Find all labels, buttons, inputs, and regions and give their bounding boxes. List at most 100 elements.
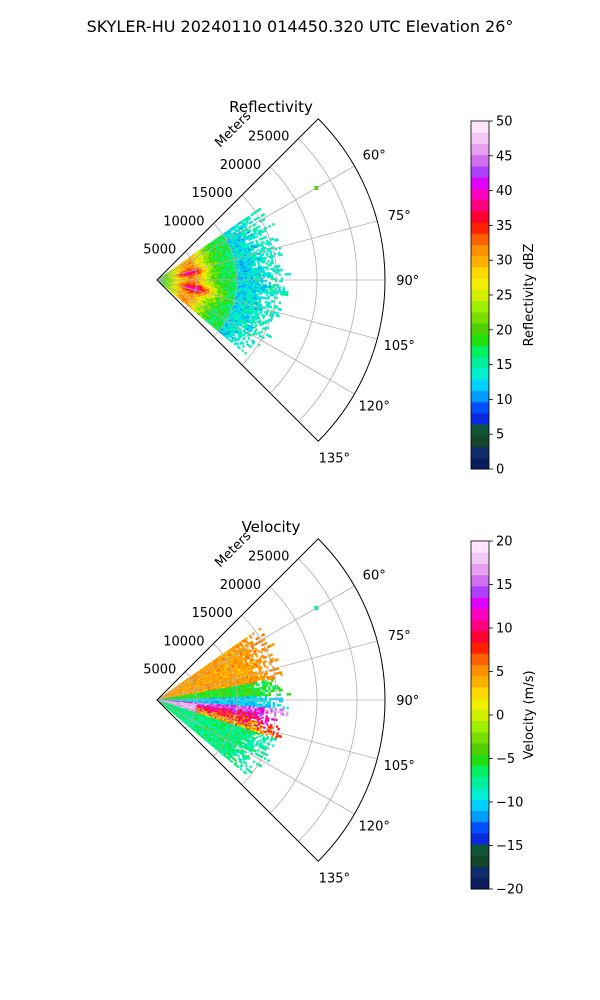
radar-gate <box>252 281 256 284</box>
radar-gate <box>254 274 258 277</box>
colorbar-segment <box>471 300 489 313</box>
colorbar-tick-label: 30 <box>496 254 513 269</box>
radar-gate <box>265 254 269 257</box>
radar-gate <box>267 260 270 263</box>
radar-gate <box>247 336 251 341</box>
radar-gate <box>250 271 253 274</box>
radar-gate <box>257 649 261 653</box>
radar-gate <box>280 253 283 257</box>
radar-gate <box>254 276 258 279</box>
radar-gate <box>238 273 242 276</box>
radar-gate <box>250 220 254 224</box>
colorbar-segment <box>471 345 489 358</box>
radar-gate <box>266 273 270 277</box>
radar-gate <box>247 217 252 221</box>
radar-gate <box>270 267 273 271</box>
colorbar-segment <box>471 311 489 324</box>
colorbar-segment <box>471 390 489 403</box>
radar-gate <box>254 272 258 276</box>
radar-gate <box>246 282 250 285</box>
colorbar-tick-label: 0 <box>496 463 504 478</box>
radar-gate <box>251 264 255 267</box>
colorbar-segment <box>471 255 489 268</box>
radar-gate <box>269 263 273 267</box>
radar-gate <box>278 273 282 276</box>
radar-gate <box>258 627 262 631</box>
radar-gate <box>272 269 275 273</box>
colorbar-segment <box>471 132 489 144</box>
radar-gate <box>257 331 261 335</box>
radar-gate <box>232 281 236 283</box>
radar-gate <box>218 277 222 280</box>
colorbar-segment <box>471 367 489 380</box>
radar-gate <box>280 268 283 272</box>
radar-gate <box>252 274 256 277</box>
radial-tick-label: 20000 <box>220 158 261 173</box>
radial-tick-label: 10000 <box>163 214 204 229</box>
radar-gate <box>244 270 247 273</box>
radar-gate <box>241 348 245 353</box>
radar-gate <box>284 273 288 276</box>
radar-gate <box>242 276 246 279</box>
colorbar-segment <box>471 244 489 257</box>
radar-gate <box>250 281 254 284</box>
radar-gate <box>265 293 269 296</box>
radar-gate <box>252 286 255 289</box>
colorbar-tick-label: 25 <box>496 289 513 304</box>
radar-gate <box>256 248 260 252</box>
radar-gate <box>266 272 269 275</box>
radar-gate <box>250 276 254 279</box>
radar-gate <box>270 285 273 289</box>
colorbar-segment <box>471 401 489 414</box>
radar-gate <box>278 286 281 289</box>
colorbar-segment <box>471 424 489 436</box>
radar-gate <box>244 351 248 355</box>
colorbar-segment <box>471 446 489 459</box>
radar-gate <box>272 283 276 287</box>
radar-gate <box>268 281 272 285</box>
radar-gate <box>256 285 260 288</box>
radar-gate <box>275 238 279 242</box>
colorbar-tick-label: 45 <box>496 149 513 164</box>
radar-gate <box>242 282 246 285</box>
colorbar-segment <box>471 188 489 201</box>
radar-gate <box>258 207 262 211</box>
radar-gate <box>262 274 266 277</box>
colorbar-segment <box>471 210 489 223</box>
radar-gate <box>256 276 260 279</box>
radar-gate <box>256 270 259 274</box>
colorbar-segment <box>471 143 489 156</box>
colorbar-tick-label: 40 <box>496 184 513 199</box>
radar-gate <box>282 288 285 292</box>
radar-gate <box>257 292 261 295</box>
radar-gate <box>246 275 250 278</box>
radar-gate <box>252 273 256 276</box>
radar-gate <box>248 283 252 286</box>
radar-gate <box>257 225 261 229</box>
radar-gate <box>232 275 236 278</box>
radar-gate <box>251 248 255 251</box>
radar-gate <box>264 256 268 260</box>
angle-tick-label: 105° <box>384 339 415 354</box>
radar-gate <box>240 273 244 276</box>
radar-gate <box>284 291 287 294</box>
radar-gate <box>228 277 232 279</box>
colorbar-segment <box>471 121 489 133</box>
radar-gate <box>258 272 262 275</box>
radar-gate <box>286 291 289 294</box>
radar-gate <box>253 264 257 267</box>
radar-gate <box>242 281 246 284</box>
radar-gate <box>264 274 268 277</box>
colorbar-tick-label: 20 <box>496 323 513 338</box>
radar-gate <box>266 285 269 288</box>
radar-gate <box>269 293 273 297</box>
angle-tick-label: 135° <box>319 451 350 466</box>
radial-tick-label: 15000 <box>191 186 232 201</box>
radial-tick-label: 25000 <box>248 130 289 145</box>
radar-gate <box>260 650 264 654</box>
radar-gate <box>269 305 273 309</box>
colorbar-tick-label: 35 <box>496 219 513 234</box>
radar-gate <box>246 273 250 276</box>
colorbar-segment <box>471 154 489 167</box>
